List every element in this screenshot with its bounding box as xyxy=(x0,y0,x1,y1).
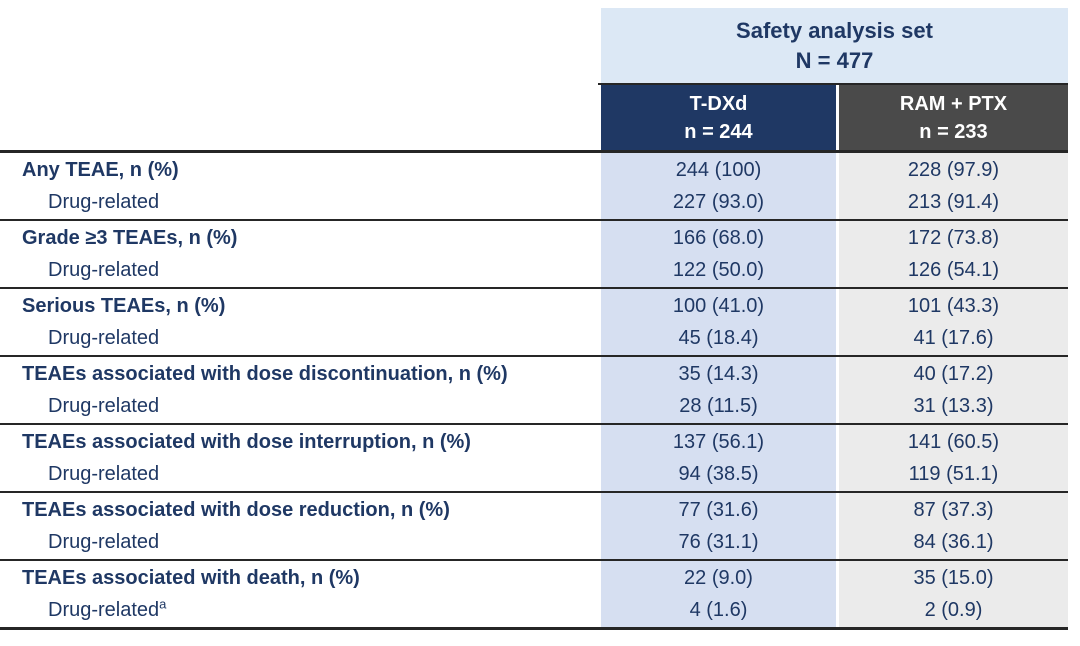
safety-analysis-set-n: N = 477 xyxy=(795,47,874,73)
cell-value: 94 (38.5) xyxy=(678,463,759,485)
column-gap xyxy=(836,493,839,559)
row-label: Serious TEAEs, n (%) xyxy=(22,295,226,317)
cell-value: 141 (60.5) xyxy=(907,431,1000,453)
cell-value: 126 (54.1) xyxy=(907,259,1000,281)
cell-value: 101 (43.3) xyxy=(907,295,1000,317)
safety-analysis-set-title: Safety analysis set xyxy=(736,17,933,43)
column-header-ram-ptx: RAM + PTX n = 233 xyxy=(839,85,1068,150)
cell-value: 166 (68.0) xyxy=(672,227,765,249)
cell-value: 35 (14.3) xyxy=(678,363,759,385)
cell-value: 119 (51.1) xyxy=(908,463,999,485)
cell-value: 137 (56.1) xyxy=(672,431,765,453)
cell-value: 100 (41.0) xyxy=(672,295,765,317)
row-label: TEAEs associated with dose discontinuati… xyxy=(22,363,508,385)
column-gap xyxy=(836,221,839,287)
column-header-tdxd: T-DXd n = 244 xyxy=(601,85,836,150)
tdxd-values: 35 (14.3) 28 (11.5) xyxy=(601,357,836,423)
table-row-death: TEAEs associated with death, n (%) Drug-… xyxy=(0,561,1068,630)
cell-value: 84 (36.1) xyxy=(913,531,994,553)
row-label: Grade ≥3 TEAEs, n (%) xyxy=(22,227,238,249)
row-label: TEAEs associated with death, n (%) xyxy=(22,567,360,589)
tdxd-values: 137 (56.1) 94 (38.5) xyxy=(601,425,836,491)
cell-value: 22 (9.0) xyxy=(684,567,753,589)
row-sublabel: Drug-related xyxy=(48,463,160,485)
tdxd-n: n = 244 xyxy=(684,120,753,143)
ram-ptx-values: 141 (60.5) 119 (51.1) xyxy=(839,425,1068,491)
ram-ptx-values: 87 (37.3) 84 (36.1) xyxy=(839,493,1068,559)
cell-value: 122 (50.0) xyxy=(672,259,765,281)
ram-ptx-values: 40 (17.2) 31 (13.3) xyxy=(839,357,1068,423)
table-row-any-teae: Any TEAE, n (%) Drug-related 244 (100) 2… xyxy=(0,153,1068,221)
table-row-dose-interruption: TEAEs associated with dose interruption,… xyxy=(0,425,1068,493)
row-sublabel: Drug-relateda xyxy=(48,596,167,621)
cell-value: 228 (97.9) xyxy=(907,159,1000,181)
ram-ptx-values: 172 (73.8) 126 (54.1) xyxy=(839,221,1068,287)
cell-value: 41 (17.6) xyxy=(913,327,994,349)
ram-ptx-values: 228 (97.9) 213 (91.4) xyxy=(839,153,1068,219)
cell-value: 31 (13.3) xyxy=(913,395,994,417)
table-row-dose-reduction: TEAEs associated with dose reduction, n … xyxy=(0,493,1068,561)
footnote-marker: a xyxy=(159,596,167,612)
tdxd-values: 100 (41.0) 45 (18.4) xyxy=(601,289,836,355)
ram-ptx-name: RAM + PTX xyxy=(899,92,1008,115)
cell-value: 40 (17.2) xyxy=(913,363,994,385)
table-body-top-rule xyxy=(0,150,1068,153)
cell-value: 227 (93.0) xyxy=(672,191,765,213)
cell-value: 45 (18.4) xyxy=(678,327,759,349)
tdxd-values: 244 (100) 227 (93.0) xyxy=(601,153,836,219)
cell-value: 77 (31.6) xyxy=(678,499,759,521)
row-label: TEAEs associated with dose interruption,… xyxy=(22,431,471,453)
ram-ptx-n: n = 233 xyxy=(919,120,988,143)
column-gap xyxy=(836,357,839,423)
tdxd-name: T-DXd xyxy=(689,92,748,115)
cell-value: 76 (31.1) xyxy=(678,531,759,553)
cell-value: 87 (37.3) xyxy=(913,499,994,521)
column-gap xyxy=(836,425,839,491)
cell-value: 28 (11.5) xyxy=(679,395,758,417)
tdxd-values: 166 (68.0) 122 (50.0) xyxy=(601,221,836,287)
row-sublabel: Drug-related xyxy=(48,531,160,553)
table-row-grade3-teaes: Grade ≥3 TEAEs, n (%) Drug-related 166 (… xyxy=(0,221,1068,289)
cell-value: 213 (91.4) xyxy=(907,191,1000,213)
column-gap xyxy=(836,561,839,627)
ram-ptx-values: 35 (15.0) 2 (0.9) xyxy=(839,561,1068,627)
row-label: Any TEAE, n (%) xyxy=(22,159,179,181)
tdxd-values: 77 (31.6) 76 (31.1) xyxy=(601,493,836,559)
cell-value: 2 (0.9) xyxy=(924,599,983,621)
safety-analysis-set-header: Safety analysis set N = 477 xyxy=(601,8,1068,83)
row-sublabel: Drug-related xyxy=(48,395,160,417)
row-sublabel: Drug-related xyxy=(48,259,160,281)
header-underline xyxy=(598,83,1068,85)
table-row-dose-discontinuation: TEAEs associated with dose discontinuati… xyxy=(0,357,1068,425)
column-gap xyxy=(836,289,839,355)
table-row-serious-teaes: Serious TEAEs, n (%) Drug-related 100 (4… xyxy=(0,289,1068,357)
row-sublabel: Drug-related xyxy=(48,191,160,213)
column-gap xyxy=(836,153,839,219)
cell-value: 4 (1.6) xyxy=(689,599,748,621)
row-sublabel: Drug-related xyxy=(48,327,160,349)
cell-value: 244 (100) xyxy=(675,159,762,181)
tdxd-values: 22 (9.0) 4 (1.6) xyxy=(601,561,836,627)
cell-value: 172 (73.8) xyxy=(907,227,1000,249)
cell-value: 35 (15.0) xyxy=(913,567,994,589)
row-label: TEAEs associated with dose reduction, n … xyxy=(22,499,450,521)
ram-ptx-values: 101 (43.3) 41 (17.6) xyxy=(839,289,1068,355)
table-body: Any TEAE, n (%) Drug-related 244 (100) 2… xyxy=(0,153,1068,630)
